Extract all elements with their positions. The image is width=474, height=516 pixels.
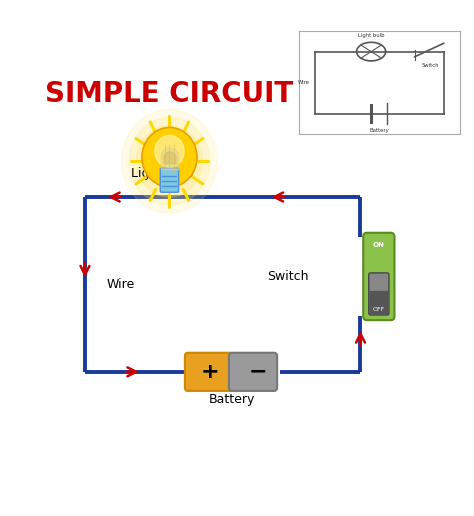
Text: Battery: Battery (209, 393, 255, 406)
Text: Wire: Wire (298, 80, 310, 85)
Text: Light bulb: Light bulb (131, 168, 193, 181)
Text: Battery: Battery (369, 128, 389, 133)
FancyBboxPatch shape (185, 353, 233, 391)
Text: Light bulb: Light bulb (358, 33, 384, 38)
FancyBboxPatch shape (229, 353, 277, 391)
Text: SIMPLE CIRCUIT: SIMPLE CIRCUIT (46, 79, 293, 108)
Circle shape (122, 109, 217, 213)
FancyBboxPatch shape (160, 168, 179, 192)
Text: −: − (248, 362, 267, 382)
Text: VectorStock®: VectorStock® (61, 495, 147, 506)
Text: VectorStock.com/23787900: VectorStock.com/23787900 (279, 496, 404, 505)
Text: +: + (201, 362, 219, 382)
Text: OFF: OFF (373, 307, 385, 312)
Text: ON: ON (373, 243, 385, 249)
FancyBboxPatch shape (363, 233, 394, 320)
Circle shape (142, 127, 197, 187)
Circle shape (137, 125, 202, 197)
FancyBboxPatch shape (369, 291, 388, 314)
Text: Switch: Switch (422, 63, 439, 68)
Circle shape (129, 118, 210, 205)
Text: Wire: Wire (107, 278, 135, 291)
FancyBboxPatch shape (369, 273, 389, 315)
Text: Switch: Switch (267, 270, 309, 283)
Circle shape (155, 135, 184, 167)
